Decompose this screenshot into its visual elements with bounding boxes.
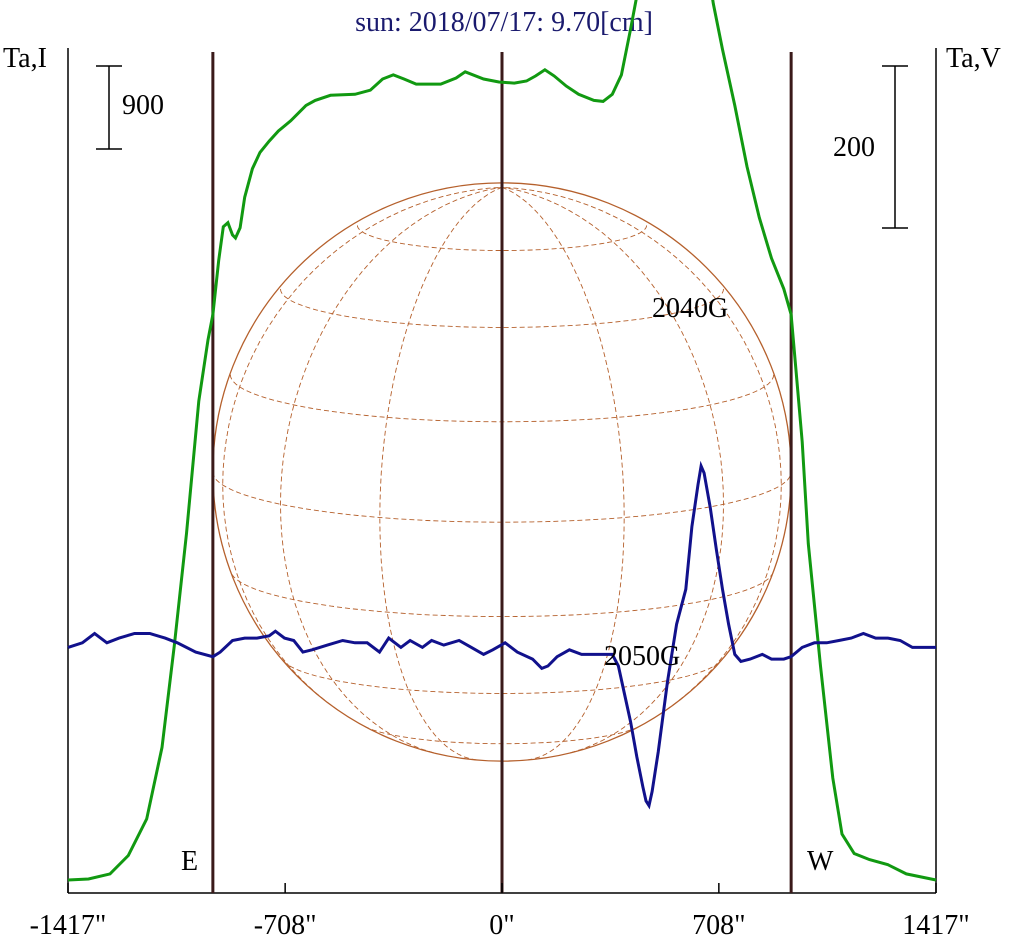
right-axis-label: Ta,V — [946, 43, 1001, 74]
intensity-scale-bar: 900 — [96, 65, 164, 150]
x-tick-label: 1417" — [902, 910, 969, 941]
left-axis-label: Ta,I — [3, 43, 47, 74]
polarization-scale-bar: 200 — [833, 65, 908, 229]
intensity-scale-label: 900 — [122, 90, 164, 121]
west-limb-label: W — [807, 846, 834, 877]
east-limb-label: E — [181, 846, 198, 877]
vertical-lines — [211, 52, 793, 893]
polarization-series-line — [67, 460, 936, 810]
polarization-scale-label: 200 — [833, 132, 875, 163]
x-tick-label: -708" — [254, 910, 317, 941]
annotation-2040g: 2040G — [652, 293, 728, 324]
longitude-gridline — [501, 186, 625, 761]
latitude-gridline — [356, 225, 648, 251]
annotation-2050g: 2050G — [604, 641, 680, 672]
latitude-gridline — [282, 660, 722, 694]
x-tick-label: 0" — [489, 910, 514, 941]
x-tick-label: 708" — [692, 910, 745, 941]
intensity-series-line — [67, 0, 937, 882]
latitude-gridline — [231, 574, 773, 618]
longitude-gridline — [379, 186, 503, 761]
x-axis-ticks: -1417" -708" 0" 708" 1417" — [30, 883, 970, 941]
x-tick-label: -1417" — [30, 910, 107, 941]
longitude-gridline — [501, 186, 724, 754]
longitude-gridline — [222, 186, 503, 711]
longitude-gridline — [501, 186, 782, 711]
longitude-gridline — [280, 186, 503, 754]
chart-title: sun: 2018/07/17: 9.70[cm] — [355, 7, 653, 38]
